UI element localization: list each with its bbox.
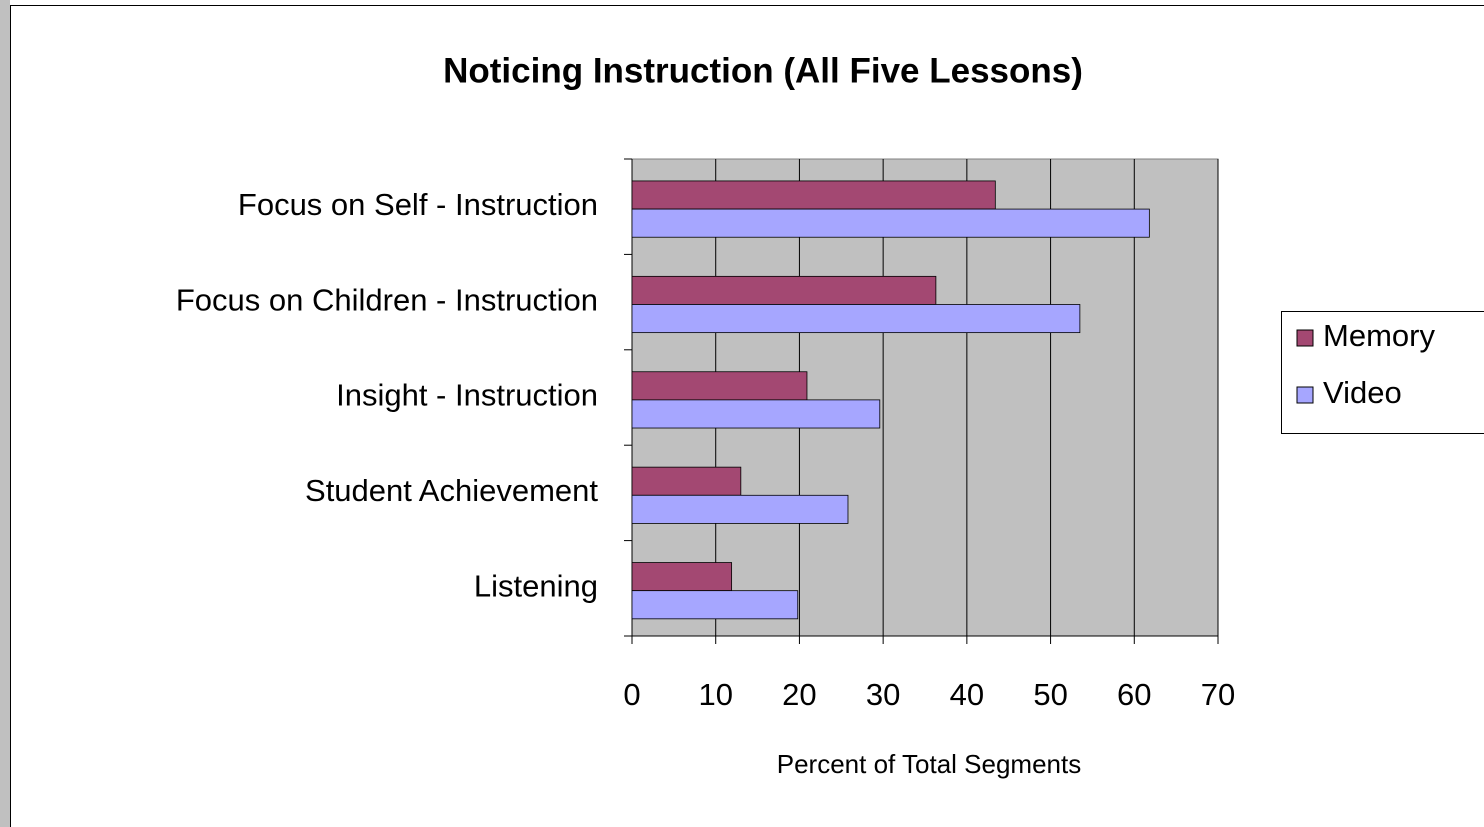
x-tick-label: 40 bbox=[950, 677, 984, 712]
legend-label: Video bbox=[1323, 375, 1402, 410]
chart-title: Noticing Instruction (All Five Lessons) bbox=[443, 51, 1083, 90]
bar bbox=[631, 371, 808, 401]
y-tick-label: Student Achievement bbox=[305, 473, 598, 508]
y-tick-label: Listening bbox=[474, 568, 598, 603]
x-tick-label: 50 bbox=[1033, 677, 1067, 712]
bar bbox=[631, 208, 1150, 238]
bar bbox=[631, 304, 1081, 334]
legend-label: Memory bbox=[1323, 318, 1435, 353]
x-tick-label: 10 bbox=[698, 677, 732, 712]
y-tick-label: Insight - Instruction bbox=[336, 378, 598, 413]
x-tick-label: 60 bbox=[1117, 677, 1151, 712]
x-tick-label: 70 bbox=[1201, 677, 1235, 712]
bar bbox=[631, 590, 799, 620]
bar bbox=[631, 275, 937, 305]
bar bbox=[631, 562, 733, 592]
legend-box bbox=[1281, 311, 1484, 434]
x-axis-label: Percent of Total Segments bbox=[777, 749, 1081, 779]
legend-swatch bbox=[1296, 329, 1314, 347]
y-tick-label: Focus on Self - Instruction bbox=[238, 187, 598, 222]
x-tick-label: 30 bbox=[866, 677, 900, 712]
y-tick-label: Focus on Children - Instruction bbox=[176, 282, 598, 317]
bar bbox=[631, 494, 849, 524]
frame-strip bbox=[0, 0, 10, 827]
legend-swatch bbox=[1296, 386, 1314, 404]
x-tick-label: 20 bbox=[782, 677, 816, 712]
bar bbox=[631, 466, 742, 496]
bar bbox=[631, 399, 881, 429]
x-tick-label: 0 bbox=[623, 677, 640, 712]
bar bbox=[631, 180, 996, 210]
